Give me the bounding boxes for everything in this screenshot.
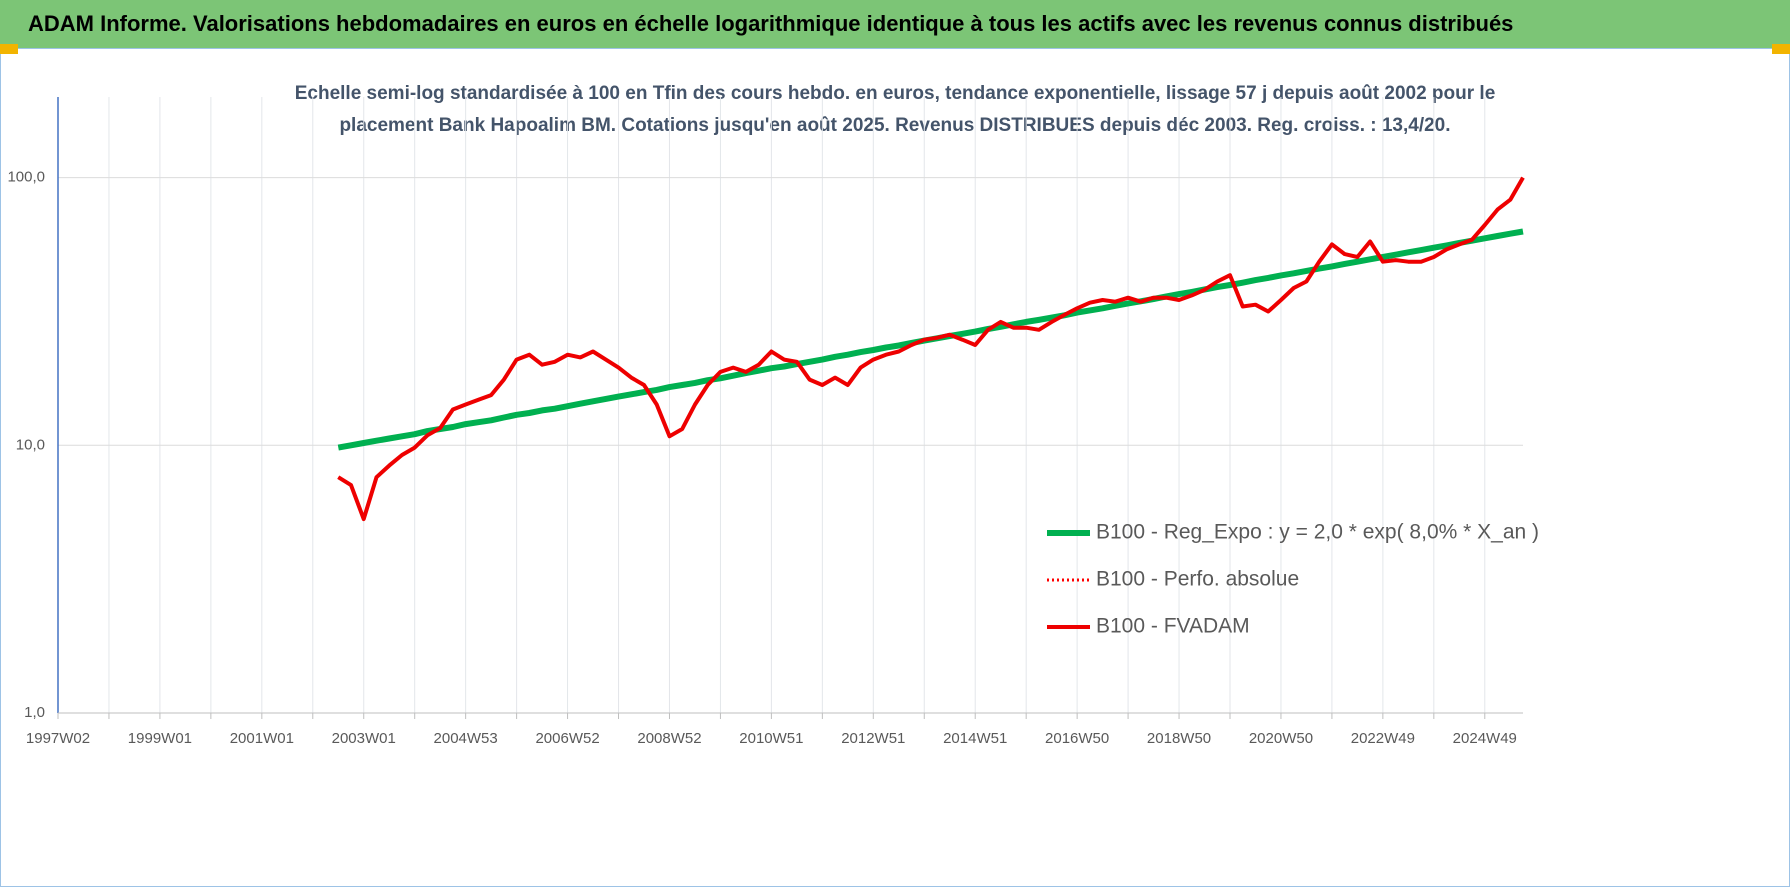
x-tick-label: 2020W50 bbox=[1249, 730, 1313, 747]
chart-title: ADAM Informe. Valorisations hebdomadaire… bbox=[28, 11, 1514, 36]
x-tick-label: 2008W52 bbox=[637, 730, 701, 747]
x-tick-label: 2018W50 bbox=[1147, 730, 1211, 747]
legend-label: B100 - Perfo. absolue bbox=[1096, 568, 1299, 591]
corner bbox=[0, 44, 18, 54]
series-line bbox=[337, 176, 1525, 521]
x-tick-label: 2016W50 bbox=[1045, 730, 1109, 747]
y-tick-label: 10,0 bbox=[16, 436, 45, 453]
x-tick-label: 2024W49 bbox=[1453, 730, 1517, 747]
x-tick-label: 2001W01 bbox=[230, 730, 294, 747]
title-banner: ADAM Informe. Valorisations hebdomadaire… bbox=[0, 0, 1790, 48]
x-tick-label: 2010W51 bbox=[739, 730, 803, 747]
x-tick-label: 2004W53 bbox=[434, 730, 498, 747]
x-tick-label: 1999W01 bbox=[128, 730, 192, 747]
y-tick-label: 1,0 bbox=[24, 704, 45, 721]
x-tick-label: 2012W51 bbox=[841, 730, 905, 747]
x-tick-label: 2003W01 bbox=[332, 730, 396, 747]
chart-subtitle: Echelle semi-log standardisée à 100 en T… bbox=[294, 83, 1496, 136]
legend-label: B100 - FVADAM bbox=[1096, 615, 1250, 638]
chart: 1,0 10,0 100,0 1997W02 1999W01 2001W01 2003W01… bbox=[7, 97, 1539, 747]
x-tick-label: 2014W51 bbox=[943, 730, 1007, 747]
series-line bbox=[337, 176, 1525, 522]
x-tick-label: 2006W52 bbox=[535, 730, 599, 747]
legend-label: B100 - Reg_Expo : y = 2,0 * exp( 8,0% * … bbox=[1096, 521, 1539, 544]
x-tick-label: 1997W02 bbox=[26, 730, 90, 747]
y-tick-label: 100,0 bbox=[7, 169, 45, 186]
corner bbox=[1772, 44, 1790, 54]
x-tick-label: 2022W49 bbox=[1351, 730, 1415, 747]
